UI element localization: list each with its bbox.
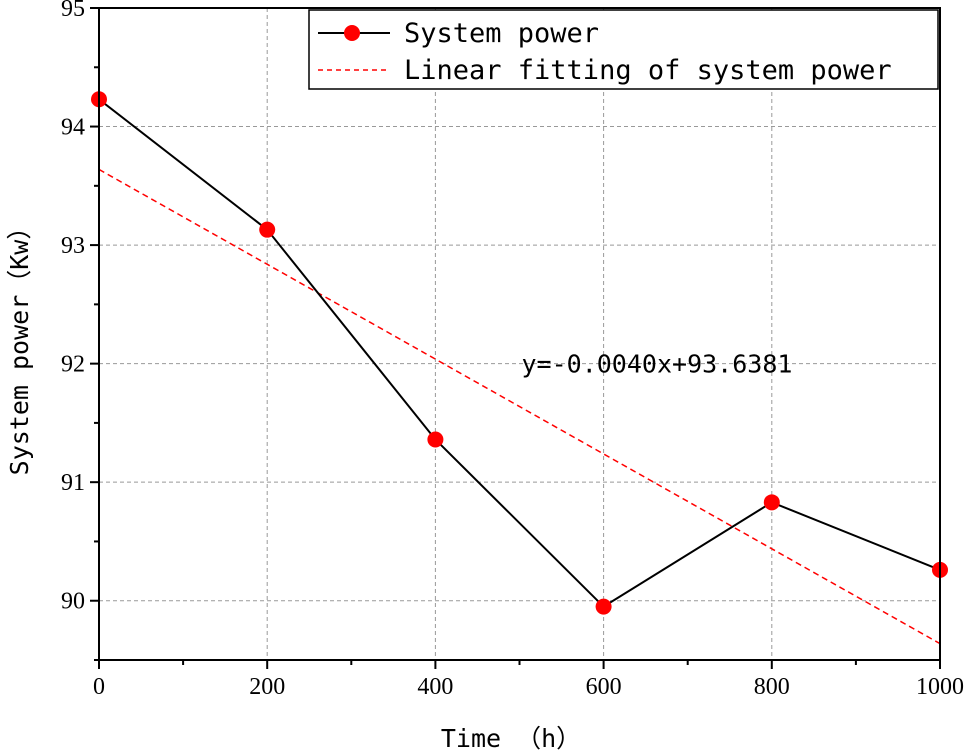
x-tick-label: 800 (754, 674, 790, 700)
y-tick-label: 93 (61, 233, 85, 259)
x-axis-title: Time （h） (441, 724, 581, 752)
x-tick-label: 400 (417, 674, 453, 700)
data-point-system-power (259, 221, 276, 238)
y-tick-label: 94 (61, 115, 85, 141)
grid-lines (99, 8, 940, 660)
y-tick-label: 92 (61, 352, 85, 378)
series-layer (91, 91, 948, 615)
data-point-system-power (763, 494, 780, 511)
x-tick-label: 0 (93, 674, 105, 700)
y-axis-title: System power（Kw） (5, 215, 34, 476)
legend-label-system-power: System power (404, 18, 599, 49)
y-tick-labels: 90 91 92 93 94 95 (61, 0, 85, 615)
x-tick-label: 1000 (916, 674, 964, 700)
x-tick-label: 600 (586, 674, 622, 700)
y-tick-label: 95 (61, 0, 85, 22)
x-tick-labels: 0 200 400 600 800 1000 (93, 674, 964, 700)
series-line-system-power (98, 98, 941, 608)
legend-box (308, 9, 939, 90)
fit-equation-annotation: y=-0.0040x+93.6381 (522, 350, 793, 379)
legend-swatch-system-power-marker (344, 25, 360, 41)
y-tick-label: 90 (61, 589, 85, 615)
y-tick-label: 91 (61, 470, 85, 496)
axis-ticks (90, 7, 941, 669)
legend: System power Linear fitting of system po… (308, 9, 939, 90)
legend-label-linear-fit: Linear fitting of system power (404, 55, 892, 86)
fit-line-layer (98, 168, 941, 645)
data-point-system-power (427, 431, 444, 448)
plot-frame (98, 7, 941, 661)
data-point-system-power (595, 598, 612, 615)
fit-line (98, 168, 941, 645)
x-tick-label: 200 (249, 674, 285, 700)
